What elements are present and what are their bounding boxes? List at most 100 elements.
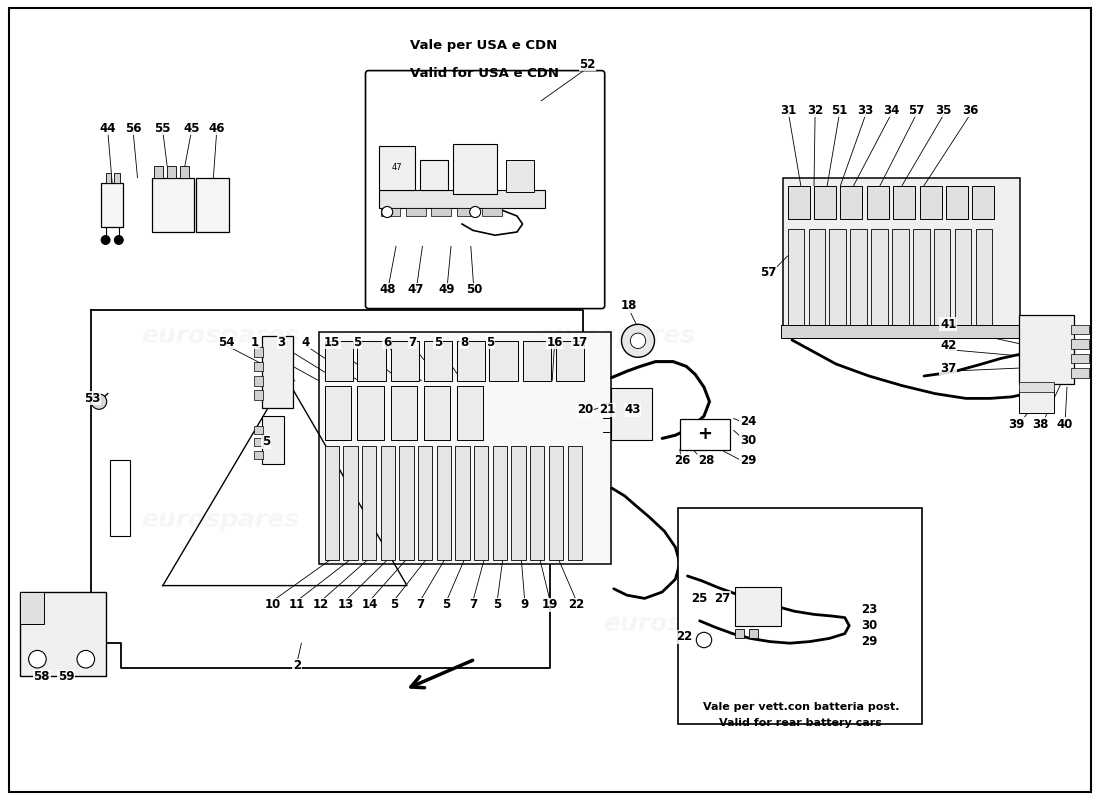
Bar — [808, 229, 825, 328]
Text: +: + — [697, 426, 713, 443]
Bar — [850, 229, 867, 328]
Text: 6: 6 — [383, 336, 392, 349]
Text: 8: 8 — [460, 336, 469, 349]
Bar — [1019, 382, 1054, 392]
Text: 41: 41 — [940, 318, 956, 330]
Text: 39: 39 — [1009, 418, 1024, 430]
Bar — [254, 376, 263, 386]
Text: Valid for USA e CDN: Valid for USA e CDN — [409, 67, 559, 80]
Bar — [420, 160, 448, 190]
Bar — [976, 229, 992, 328]
Bar — [424, 341, 452, 381]
Bar — [254, 390, 263, 400]
Text: 5: 5 — [486, 336, 495, 349]
Text: 21: 21 — [600, 403, 615, 416]
Bar — [381, 446, 395, 560]
Bar — [867, 186, 889, 219]
Text: 25: 25 — [692, 592, 707, 605]
Bar — [437, 446, 451, 560]
Text: 5: 5 — [442, 598, 451, 611]
Circle shape — [696, 632, 712, 648]
Text: 18: 18 — [621, 299, 637, 312]
Bar — [946, 186, 968, 219]
Bar — [482, 208, 502, 216]
Bar — [180, 166, 189, 178]
Bar — [1071, 325, 1089, 334]
Text: 19: 19 — [542, 598, 558, 611]
Bar — [324, 386, 351, 440]
Bar — [783, 178, 1020, 338]
Bar — [934, 229, 950, 328]
Text: 43: 43 — [625, 403, 640, 416]
Bar — [106, 173, 111, 183]
Bar — [456, 208, 476, 216]
Bar — [610, 388, 652, 440]
Bar — [254, 347, 263, 357]
Bar — [749, 629, 758, 638]
Bar — [829, 229, 846, 328]
Text: 44: 44 — [99, 122, 117, 134]
Bar — [781, 325, 1023, 338]
Bar — [324, 341, 353, 381]
Bar — [379, 190, 544, 208]
Text: 55: 55 — [154, 122, 170, 134]
Text: 32: 32 — [807, 104, 823, 117]
Text: 12: 12 — [314, 598, 329, 611]
Text: 52: 52 — [580, 58, 595, 70]
Bar — [735, 629, 744, 638]
Text: 47: 47 — [408, 283, 424, 296]
Bar — [493, 446, 507, 560]
Text: 3: 3 — [277, 336, 286, 349]
Bar — [1019, 389, 1054, 413]
Bar — [972, 186, 994, 219]
Bar — [871, 229, 888, 328]
Circle shape — [77, 650, 95, 668]
Bar — [390, 341, 419, 381]
FancyBboxPatch shape — [365, 70, 605, 309]
Circle shape — [101, 235, 110, 245]
Circle shape — [382, 206, 393, 218]
Bar — [1071, 339, 1089, 349]
Bar — [453, 144, 497, 194]
Bar — [680, 419, 730, 450]
Text: 11: 11 — [289, 598, 305, 611]
Bar — [390, 386, 417, 440]
Bar — [406, 208, 426, 216]
Bar — [254, 426, 263, 434]
Bar — [1071, 368, 1089, 378]
Bar — [530, 446, 544, 560]
Text: 5: 5 — [493, 598, 502, 611]
Text: 33: 33 — [858, 104, 873, 117]
Text: 9: 9 — [520, 598, 529, 611]
Text: 29: 29 — [861, 635, 877, 648]
Text: 35: 35 — [936, 104, 952, 117]
Text: eurospares: eurospares — [141, 324, 299, 348]
Bar — [522, 341, 551, 381]
Text: 30: 30 — [861, 619, 877, 632]
Bar — [892, 229, 909, 328]
Text: Vale per vett.con batteria post.: Vale per vett.con batteria post. — [703, 702, 899, 712]
Bar — [1019, 315, 1074, 384]
Text: 40: 40 — [1057, 418, 1072, 430]
Bar — [324, 446, 339, 560]
Bar — [343, 446, 358, 560]
Bar — [788, 229, 804, 328]
Text: 53: 53 — [85, 392, 100, 405]
Text: 36: 36 — [962, 104, 978, 117]
Text: 4: 4 — [301, 336, 310, 349]
Bar — [379, 146, 415, 190]
Text: 5: 5 — [353, 336, 362, 349]
Text: 51: 51 — [832, 104, 847, 117]
Text: Valid for rear battery cars: Valid for rear battery cars — [719, 718, 882, 728]
Text: 58: 58 — [33, 670, 51, 683]
Bar — [262, 336, 293, 408]
Text: 31: 31 — [781, 104, 796, 117]
Bar — [506, 160, 534, 192]
Bar — [456, 341, 485, 381]
Bar — [262, 416, 284, 464]
Text: 47: 47 — [392, 163, 403, 173]
Bar — [549, 446, 563, 560]
Bar — [840, 186, 862, 219]
Text: 48: 48 — [378, 283, 396, 296]
Text: eurospares: eurospares — [141, 508, 299, 532]
